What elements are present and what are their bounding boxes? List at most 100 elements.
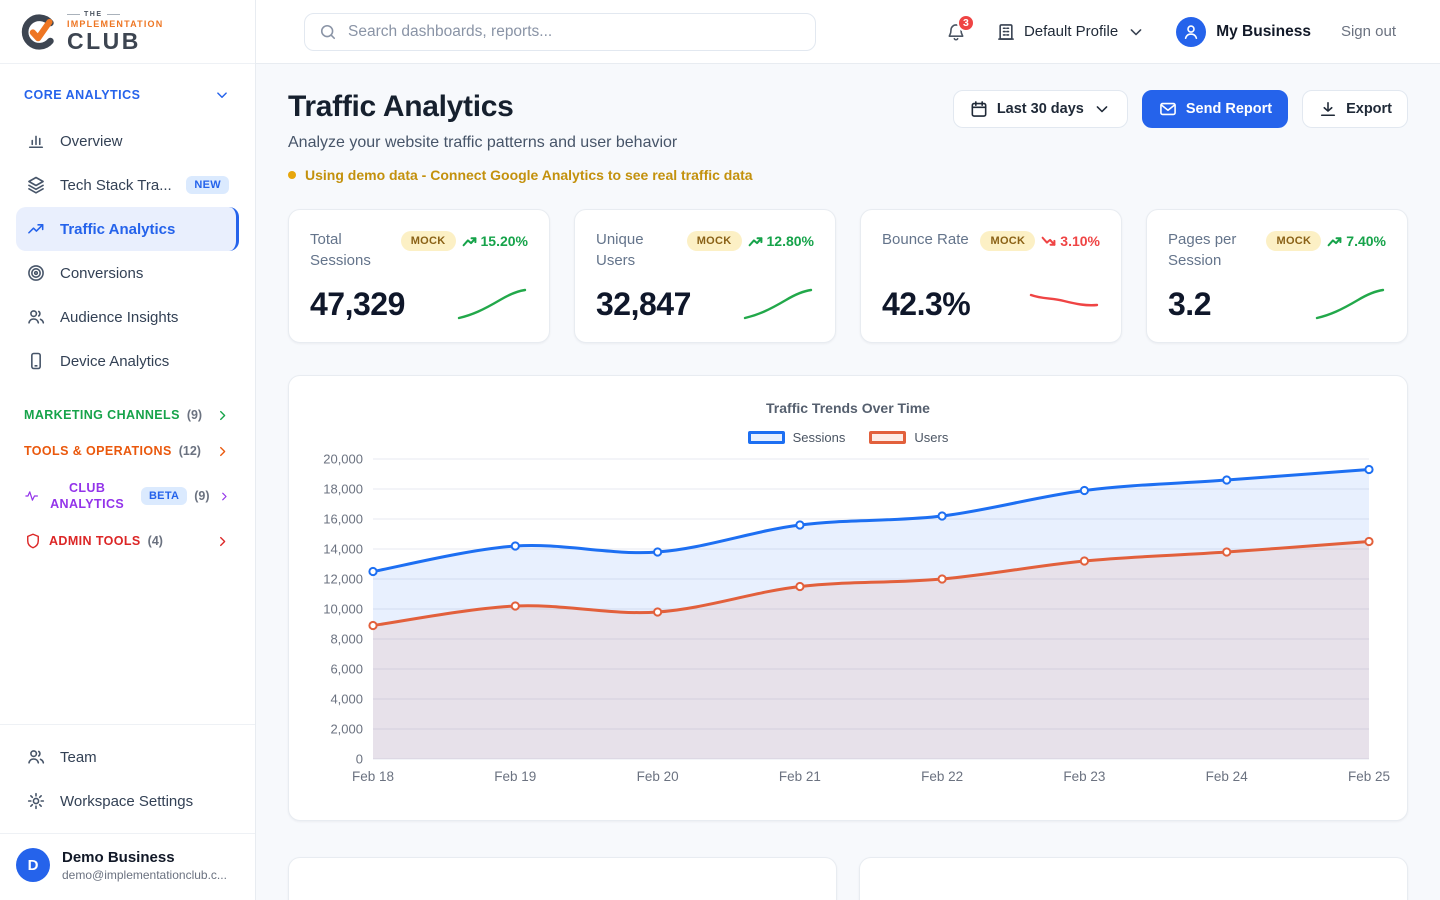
sidebar-section-marketing-channels[interactable]: MARKETING CHANNELS (9) bbox=[0, 397, 255, 433]
brand-logo-icon bbox=[21, 13, 54, 50]
trending-down-icon bbox=[1041, 234, 1056, 249]
mock-badge: MOCK bbox=[980, 231, 1036, 251]
sidebar-item-audience-insights[interactable]: Audience Insights bbox=[16, 295, 239, 339]
brand-implementation: IMPLEMENTATION bbox=[67, 18, 164, 29]
brand-club: CLUB bbox=[67, 27, 141, 54]
svg-text:Feb 22: Feb 22 bbox=[921, 769, 963, 784]
chevron-right-icon bbox=[214, 407, 231, 424]
kpi-value: 32,847 bbox=[596, 286, 691, 322]
export-button[interactable]: Export bbox=[1302, 90, 1408, 128]
search-input[interactable] bbox=[348, 22, 802, 41]
notifications-button[interactable]: 3 bbox=[946, 13, 975, 42]
legend-item-users[interactable]: Users bbox=[869, 430, 948, 445]
kpi-label: Pages per Session bbox=[1168, 231, 1237, 269]
notification-badge: 3 bbox=[956, 13, 975, 32]
svg-text:0: 0 bbox=[356, 752, 363, 767]
layers-icon bbox=[26, 175, 46, 195]
trending-up-icon bbox=[748, 234, 763, 249]
kpi-sparkline bbox=[1029, 293, 1099, 307]
chevron-down-icon bbox=[1092, 99, 1112, 119]
kpi-label: Total Sessions bbox=[310, 231, 371, 269]
kpi-card-unique-users: Unique Users MOCK 12.80% 32,847 bbox=[574, 209, 836, 343]
person-icon bbox=[1181, 22, 1201, 42]
sidebar-section-club-analytics[interactable]: CLUB ANALYTICS BETA (9) bbox=[0, 469, 255, 523]
legend-swatch bbox=[869, 431, 907, 444]
page-title: Traffic Analytics bbox=[288, 90, 514, 123]
svg-text:12,000: 12,000 bbox=[323, 572, 363, 587]
main-area: 3 Default Profile My Business Sign out T… bbox=[256, 0, 1440, 900]
user-email: demo@implementationclub.c... bbox=[62, 867, 227, 882]
sidebar-item-device-analytics[interactable]: Device Analytics bbox=[16, 339, 239, 383]
legend-item-sessions[interactable]: Sessions bbox=[747, 430, 845, 445]
sign-out-link[interactable]: Sign out bbox=[1340, 23, 1396, 40]
search-icon bbox=[318, 22, 338, 42]
bottom-card-left bbox=[288, 857, 837, 900]
profile-label: Default Profile bbox=[1023, 23, 1119, 40]
sidebar-item-workspace-settings[interactable]: Workspace Settings bbox=[0, 779, 255, 823]
svg-text:Feb 19: Feb 19 bbox=[494, 769, 536, 784]
mock-badge: MOCK bbox=[686, 231, 742, 251]
bottom-card-right bbox=[859, 857, 1408, 900]
traffic-trends-card: Traffic Trends Over Time Sessions Users … bbox=[288, 375, 1408, 821]
target-icon bbox=[26, 263, 46, 283]
sidebar-item-overview[interactable]: Overview bbox=[16, 119, 239, 163]
sidebar-section-core-analytics[interactable]: CORE ANALYTICS bbox=[0, 83, 255, 107]
device-icon bbox=[26, 351, 46, 371]
kpi-card-bounce-rate: Bounce Rate MOCK 3.10% 42.3% bbox=[860, 209, 1122, 343]
activity-icon bbox=[24, 487, 39, 505]
calendar-icon bbox=[969, 99, 989, 119]
bell-icon bbox=[946, 22, 966, 42]
sidebar-item-traffic-analytics[interactable]: Traffic Analytics bbox=[16, 207, 239, 251]
kpi-trend: 7.40% bbox=[1327, 233, 1386, 249]
user-name: Demo Business bbox=[62, 848, 175, 866]
svg-text:Feb 24: Feb 24 bbox=[1206, 769, 1249, 784]
building-icon bbox=[996, 22, 1016, 42]
sidebar-item-tech-stack-tra[interactable]: Tech Stack Tra... NEW bbox=[16, 163, 239, 207]
kpi-grid: Total Sessions MOCK 15.20% 47,329 Unique… bbox=[288, 209, 1408, 343]
mock-badge: MOCK bbox=[400, 231, 456, 251]
svg-text:Feb 23: Feb 23 bbox=[1063, 769, 1105, 784]
user-account-card[interactable]: D Demo Business demo@implementationclub.… bbox=[0, 833, 255, 900]
top-bar: 3 Default Profile My Business Sign out bbox=[256, 0, 1440, 64]
account-name: My Business bbox=[1216, 22, 1311, 40]
account-menu[interactable]: My Business bbox=[1176, 16, 1311, 47]
trending-up-icon bbox=[1327, 234, 1342, 249]
kpi-trend: 12.80% bbox=[748, 233, 814, 249]
search-box bbox=[304, 12, 816, 51]
svg-text:16,000: 16,000 bbox=[323, 512, 363, 527]
legend-swatch bbox=[747, 431, 785, 444]
svg-text:Feb 21: Feb 21 bbox=[779, 769, 821, 784]
profile-selector[interactable]: Default Profile bbox=[996, 22, 1146, 42]
svg-text:8,000: 8,000 bbox=[330, 632, 363, 647]
kpi-sparkline bbox=[1315, 288, 1385, 320]
chevron-right-icon bbox=[217, 488, 231, 505]
kpi-card-pages-per-session: Pages per Session MOCK 7.40% 3.2 bbox=[1146, 209, 1408, 343]
brand-logo[interactable]: THE IMPLEMENTATION CLUB bbox=[0, 0, 255, 64]
sidebar-section-admin-tools[interactable]: ADMIN TOOLS (4) bbox=[0, 523, 255, 559]
send-report-button[interactable]: Send Report bbox=[1141, 90, 1289, 128]
sidebar-item-team[interactable]: Team bbox=[0, 735, 255, 779]
sidebar-section-tools-operations[interactable]: TOOLS & OPERATIONS (12) bbox=[0, 433, 255, 469]
chart-title: Traffic Trends Over Time bbox=[766, 400, 930, 416]
kpi-label: Bounce Rate bbox=[882, 231, 969, 248]
date-range-button[interactable]: Last 30 days bbox=[952, 90, 1128, 128]
kpi-value: 42.3% bbox=[882, 286, 971, 322]
svg-text:10,000: 10,000 bbox=[323, 602, 363, 617]
kpi-sparkline bbox=[743, 288, 813, 320]
kpi-trend: 15.20% bbox=[462, 233, 528, 249]
chevron-down-icon bbox=[213, 86, 231, 104]
page-subtitle: Analyze your website traffic patterns an… bbox=[288, 134, 678, 151]
kpi-sparkline bbox=[457, 288, 527, 320]
kpi-card-total-sessions: Total Sessions MOCK 15.20% 47,329 bbox=[288, 209, 550, 343]
svg-text:Feb 25: Feb 25 bbox=[1348, 769, 1390, 784]
sidebar-item-conversions[interactable]: Conversions bbox=[16, 251, 239, 295]
account-avatar bbox=[1176, 16, 1207, 47]
chevron-right-icon bbox=[214, 533, 231, 550]
mock-badge: MOCK bbox=[1266, 231, 1322, 251]
kpi-trend: 3.10% bbox=[1041, 233, 1100, 249]
svg-text:2,000: 2,000 bbox=[330, 722, 363, 737]
users-icon bbox=[26, 747, 46, 767]
users-icon bbox=[26, 307, 46, 327]
svg-text:Feb 20: Feb 20 bbox=[637, 769, 679, 784]
